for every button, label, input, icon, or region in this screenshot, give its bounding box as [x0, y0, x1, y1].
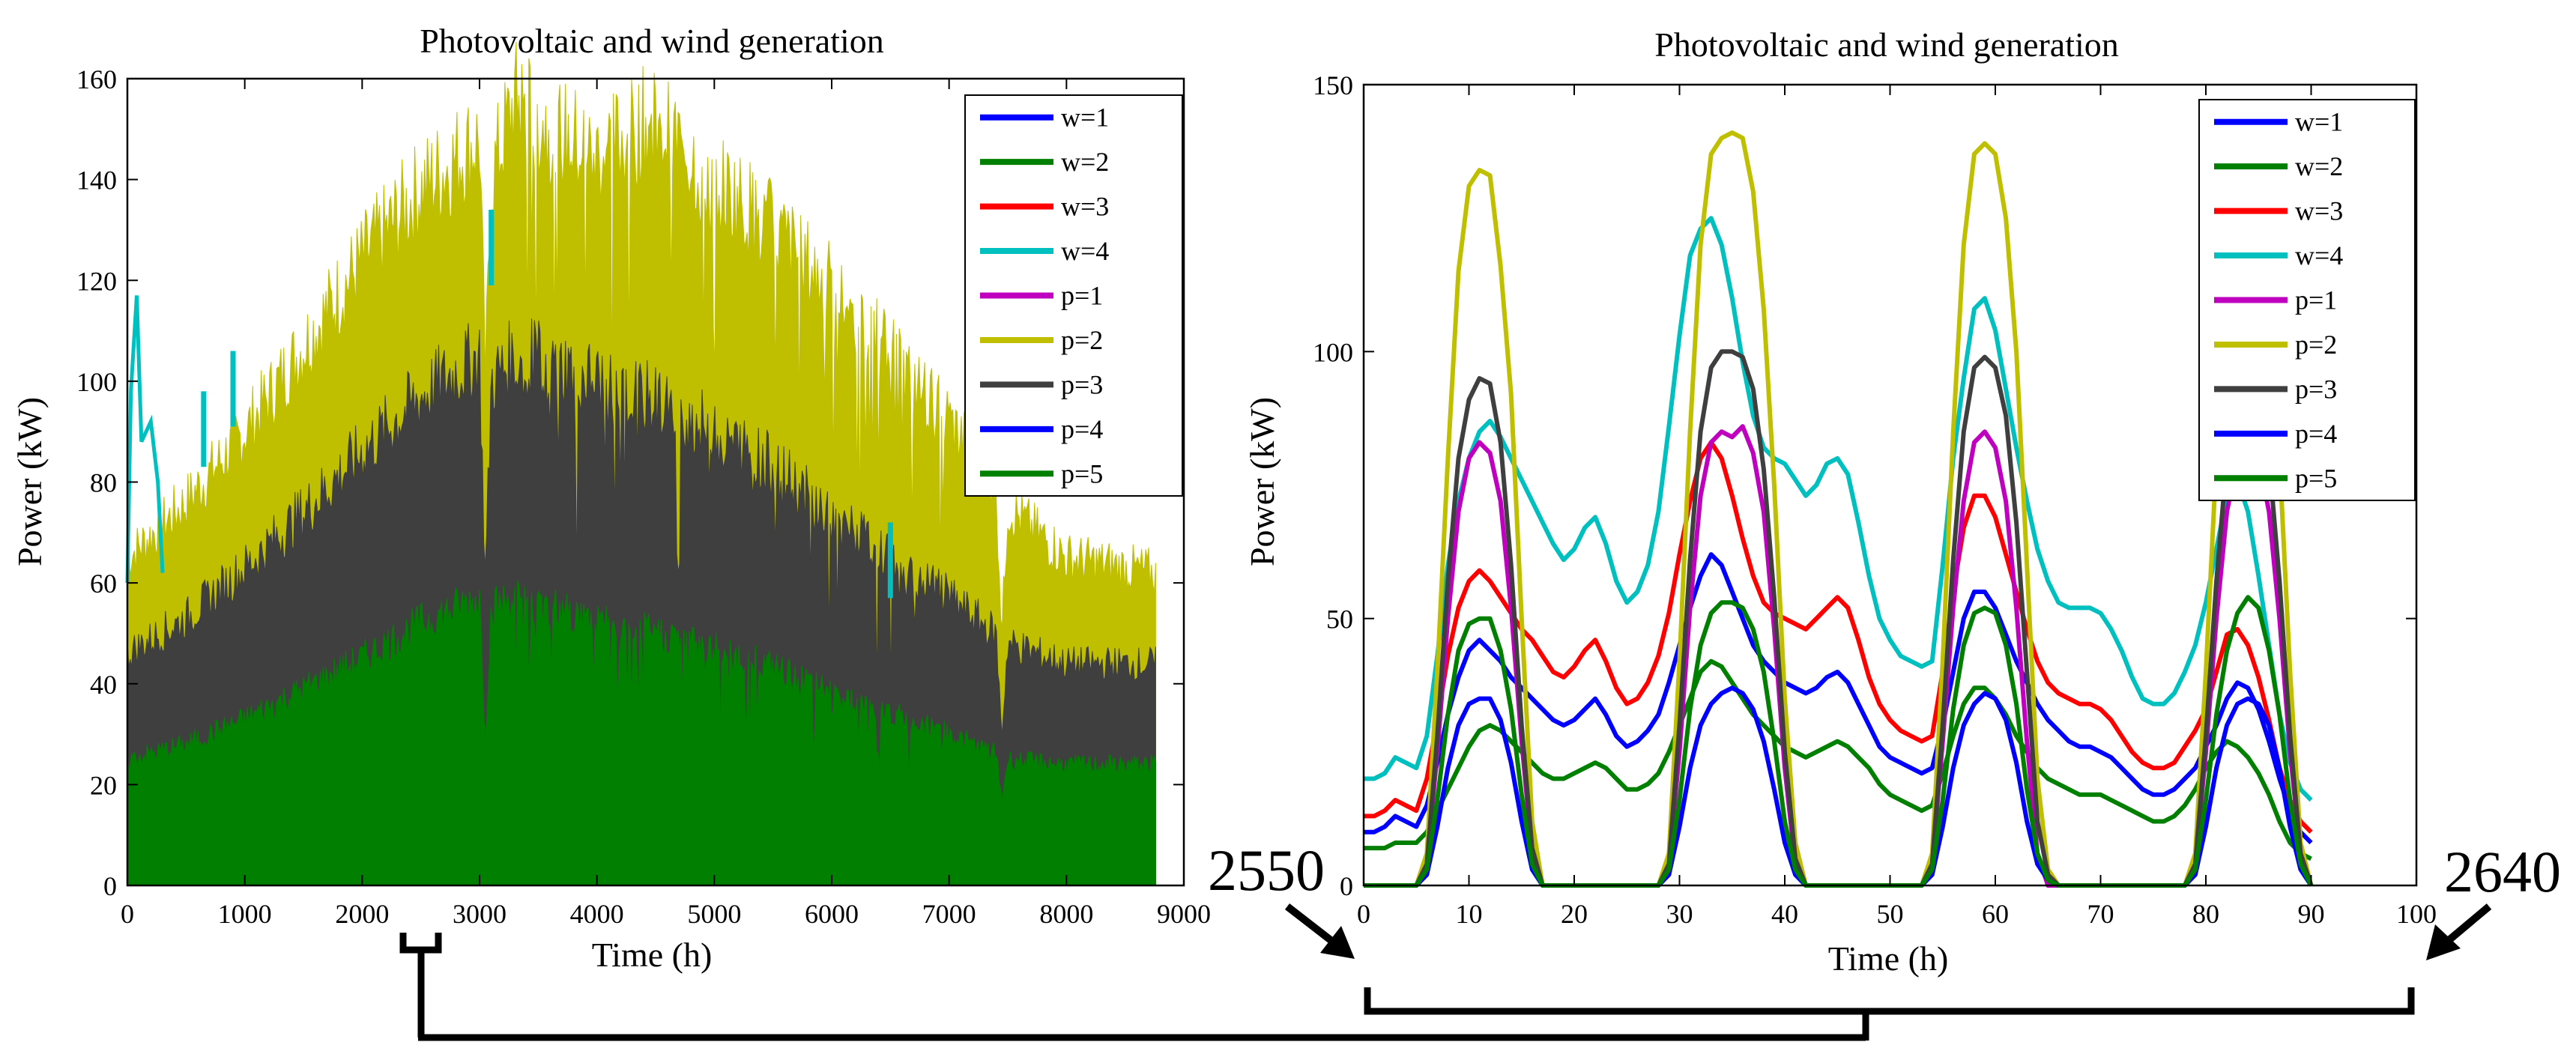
legend-label-p=5: p=5	[2295, 463, 2337, 493]
zoom-annotations: 2550 2640	[399, 838, 2561, 1041]
legend-label-p=4: p=4	[2295, 419, 2337, 449]
right-xtick-label: 70	[2087, 899, 2114, 929]
legend-label-p=2: p=2	[1061, 325, 1103, 355]
legend-label-p=1: p=1	[2295, 285, 2337, 315]
left-xtick-label: 0	[121, 899, 134, 929]
right-ticks: 0 10 20 30 40 50 60 70 80 90 100 0 50 100 150	[1313, 70, 2437, 929]
right-xtick-label: 100	[2396, 899, 2437, 929]
right-xtick-label: 20	[1561, 899, 1588, 929]
right-xtick-label: 40	[1771, 899, 1798, 929]
legend-label-p=3: p=3	[2295, 374, 2337, 404]
chart-left: Photovoltaic and wind generation 0 1000 20…	[10, 22, 1211, 974]
legend-label-p=4: p=4	[1061, 414, 1103, 444]
left-xtick-label: 5000	[687, 899, 741, 929]
right-ytick-label: 50	[1326, 605, 1353, 635]
legend-label-w=1: w=1	[1061, 103, 1109, 133]
right-series-w=1	[1364, 552, 2313, 845]
left-ytick-label: 40	[90, 670, 117, 700]
left-xtick-label: 7000	[922, 899, 976, 929]
left-ytick-label: 60	[90, 569, 117, 599]
left-ytick-label: 120	[76, 266, 117, 296]
left-ytick-label: 100	[76, 367, 117, 397]
right-ytick-label: 100	[1313, 337, 1353, 367]
left-xtick-label: 2000	[335, 899, 389, 929]
legend-label-p=2: p=2	[2295, 330, 2337, 360]
legend-label-p=3: p=3	[1061, 369, 1103, 399]
left-chart-title: Photovoltaic and wind generation	[420, 22, 884, 60]
legend-label-w=4: w=4	[2295, 240, 2343, 270]
right-xtick-label: 30	[1666, 899, 1693, 929]
arrow-start	[1284, 903, 1355, 959]
left-plot-area	[125, 42, 1156, 886]
legend-label-w=3: w=3	[2295, 196, 2343, 226]
right-ytick-label: 0	[1340, 871, 1353, 901]
right-ytick-label: 150	[1313, 70, 1353, 100]
legend-label-w=2: w=2	[2295, 151, 2343, 181]
left-series-p5	[127, 580, 1156, 886]
right-xtick-label: 50	[1877, 899, 1904, 929]
legend-label-w=2: w=2	[1061, 147, 1109, 177]
right-xtick-label: 60	[1982, 899, 2009, 929]
annotation-start-hour: 2550	[1208, 838, 1325, 903]
left-ticks: 0 1000 2000 3000 4000 5000 6000 7000 8000 9000 0 20…	[76, 64, 1211, 929]
right-ylabel: Power (kW)	[1243, 397, 1281, 566]
left-ylabel: Power (kW)	[10, 397, 49, 566]
left-xtick-label: 3000	[453, 899, 507, 929]
left-ytick-label: 0	[103, 871, 117, 901]
left-xtick-label: 9000	[1157, 899, 1211, 929]
chart-right: Photovoltaic and wind generation 0 10 20 30…	[1243, 25, 2437, 978]
right-legend: w=1 w=2 w=3 w=4 p=1 p=2 p=3 p=4 p=5	[2198, 99, 2416, 501]
left-legend: w=1 w=2 w=3 w=4 p=1 p=2 p=3 p=4 p=5	[964, 94, 1183, 497]
left-ytick-label: 140	[76, 166, 117, 196]
right-chart-title: Photovoltaic and wind generation	[1654, 25, 2119, 64]
arrow-end	[2426, 903, 2492, 960]
right-series-p=4	[1364, 685, 2314, 888]
left-ytick-label: 160	[76, 64, 117, 94]
left-ytick-label: 20	[90, 770, 117, 800]
right-xlabel: Time (h)	[1828, 939, 1949, 978]
left-xtick-label: 1000	[218, 899, 272, 929]
zoom-bracket-left	[399, 933, 1869, 1041]
left-xtick-label: 8000	[1039, 899, 1093, 929]
left-ytick-label: 80	[90, 468, 117, 498]
left-xtick-label: 4000	[570, 899, 624, 929]
right-xtick-label: 0	[1357, 899, 1370, 929]
right-plot-area	[1364, 130, 2314, 888]
legend-label-w=1: w=1	[2295, 107, 2343, 137]
right-xtick-label: 90	[2298, 899, 2325, 929]
annotation-end-hour: 2640	[2444, 839, 2561, 904]
right-series-p=3	[1364, 349, 2314, 888]
right-xtick-label: 10	[1456, 899, 1483, 929]
zoom-bracket-right	[1364, 987, 2415, 1015]
legend-label-w=4: w=4	[1061, 236, 1109, 266]
left-xtick-label: 6000	[805, 899, 859, 929]
left-series-w4-a	[125, 295, 165, 584]
right-xtick-label: 80	[2192, 899, 2219, 929]
left-xlabel: Time (h)	[592, 936, 713, 974]
legend-label-w=3: w=3	[1061, 192, 1109, 222]
right-series-w=4	[1364, 216, 2313, 802]
legend-label-p=5: p=5	[1061, 458, 1103, 488]
legend-label-p=1: p=1	[1061, 281, 1103, 311]
